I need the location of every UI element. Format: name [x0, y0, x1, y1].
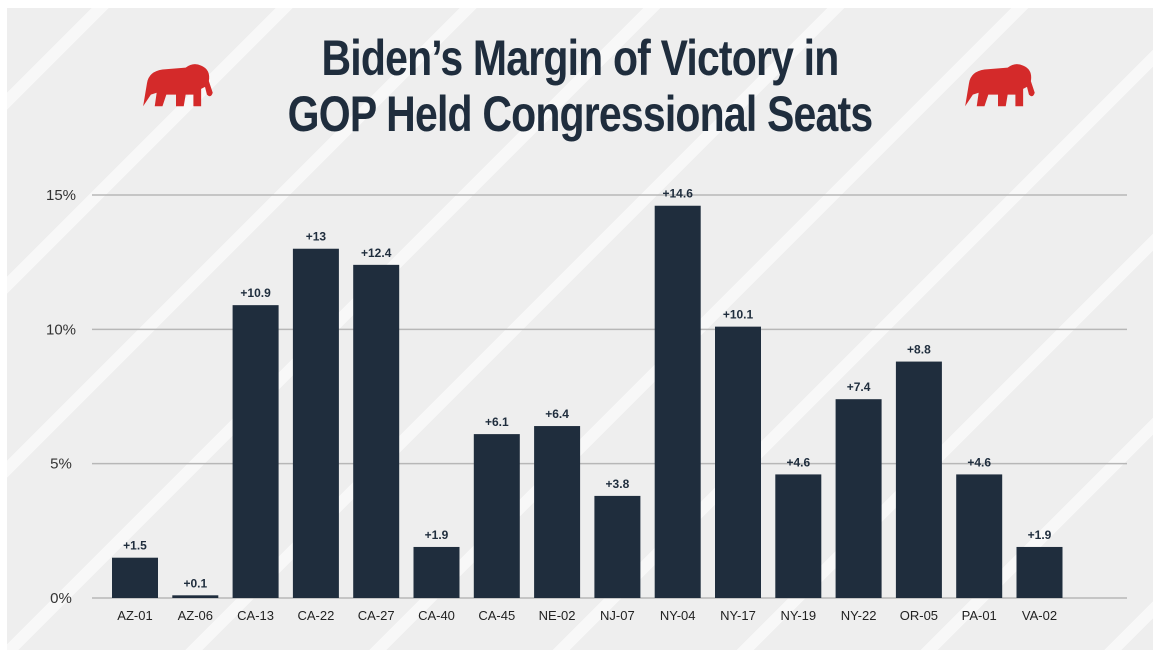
- data-label: +1.5: [123, 539, 147, 553]
- elephant-logo-icon: [965, 64, 1035, 107]
- x-tick-label: CA-27: [358, 608, 395, 623]
- data-label: +4.6: [786, 455, 810, 469]
- x-axis-labels: AZ-01 AZ-06 CA-13 CA-22 CA-27 CA-40 CA-45 NE-02…: [117, 608, 1057, 623]
- bar: [835, 399, 882, 598]
- y-axis-labels: 0% 5% 10% 15%: [46, 187, 76, 607]
- bar: [956, 474, 1003, 598]
- x-tick-label: CA-13: [237, 608, 274, 623]
- y-tick-label: 0%: [50, 590, 72, 607]
- x-tick-label: NJ-07: [600, 608, 635, 623]
- x-tick-label: NY-04: [660, 608, 696, 623]
- x-tick-label: CA-22: [297, 608, 334, 623]
- data-label: +12.4: [361, 246, 392, 260]
- chart-title: Biden’s Margin of Victory in GOP Held Co…: [110, 30, 1050, 142]
- data-labels: +1.5 +0.1 +10.9 +13 +12.4 +1.9 +6.1 +6.4 +3.8 +14…: [123, 187, 1052, 591]
- data-label: +0.1: [183, 576, 207, 590]
- data-label: +6.4: [545, 407, 569, 421]
- bar: [292, 248, 339, 598]
- data-label: +3.8: [606, 477, 630, 491]
- x-tick-label: AZ-01: [117, 608, 152, 623]
- bar: [594, 495, 641, 598]
- x-tick-label: NY-22: [841, 608, 877, 623]
- bar: [112, 557, 158, 598]
- x-tick-label: PA-01: [962, 608, 997, 623]
- data-label: +10.9: [240, 286, 271, 300]
- bar: [534, 426, 581, 598]
- elephant-logo-icon: [143, 64, 213, 107]
- x-tick-label: OR-05: [900, 608, 938, 623]
- x-tick-label: NY-17: [720, 608, 756, 623]
- data-label: +7.4: [847, 380, 871, 394]
- data-label: +1.9: [1028, 528, 1052, 542]
- chart-frame: Biden’s Margin of Victory in GOP Held Co…: [7, 8, 1153, 650]
- bar: [775, 474, 822, 598]
- x-tick-label: NE-02: [539, 608, 576, 623]
- y-tick-label: 10%: [46, 321, 76, 338]
- x-tick-label: CA-45: [478, 608, 515, 623]
- bar: [895, 361, 942, 598]
- data-label: +4.6: [967, 455, 991, 469]
- data-label: +14.6: [663, 187, 694, 201]
- chart-title-line-2: GOP Held Congressional Seats: [287, 86, 873, 142]
- data-label: +10.1: [723, 308, 754, 322]
- x-tick-label: VA-02: [1022, 608, 1057, 623]
- bar: [715, 326, 761, 598]
- bar: [1016, 546, 1063, 598]
- x-tick-label: AZ-06: [178, 608, 213, 623]
- data-label: +6.1: [485, 415, 509, 429]
- x-tick-label: NY-19: [780, 608, 816, 623]
- bar: [172, 595, 219, 598]
- y-tick-label: 5%: [50, 456, 72, 473]
- x-tick-label: CA-40: [418, 608, 455, 623]
- bar-chart: 0% 5% 10% 15% +1.5 +0.1 +10.9 +13 +12.4 +1.9 +6.1…: [46, 187, 1127, 623]
- data-label: +1.9: [425, 528, 449, 542]
- bars: [112, 205, 1063, 598]
- bar: [473, 434, 520, 598]
- chart-title-line-1: Biden’s Margin of Victory in: [321, 30, 840, 86]
- bar: [353, 264, 400, 598]
- data-label: +8.8: [907, 343, 931, 357]
- y-tick-label: 15%: [46, 187, 76, 204]
- bar: [232, 305, 279, 598]
- data-label: +13: [306, 230, 327, 244]
- bar: [654, 205, 701, 598]
- bar: [413, 546, 460, 598]
